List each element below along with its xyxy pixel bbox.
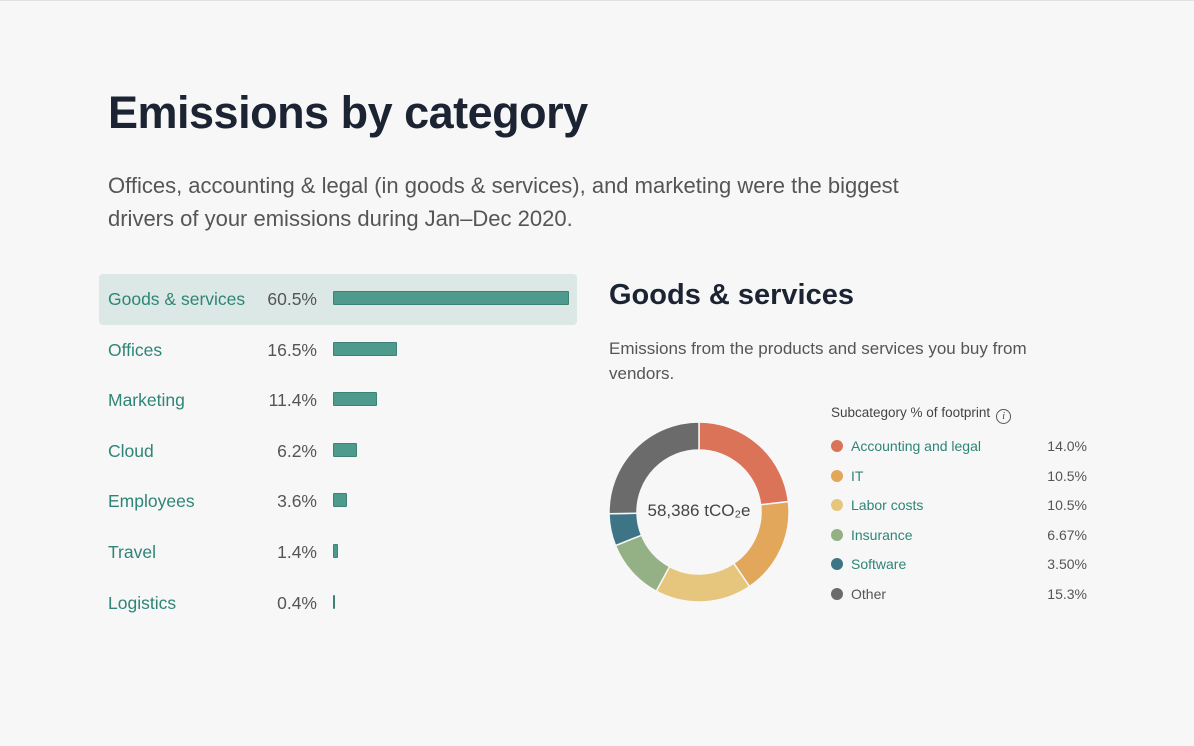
legend-value: 14.0% (1047, 438, 1087, 454)
category-bar (333, 493, 348, 508)
category-bar-list: Goods & services 60.5% Offices 16.5% Mar… (99, 274, 577, 628)
category-row[interactable]: Employees 3.6% (99, 476, 577, 527)
donut-slice-other[interactable] (608, 421, 700, 515)
category-bar (333, 392, 378, 407)
category-label: Marketing (108, 390, 185, 411)
page-subtitle: Offices, accounting & legal (in goods & … (108, 173, 899, 231)
legend-label[interactable]: Accounting and legal (851, 438, 981, 454)
legend-label[interactable]: Insurance (851, 526, 913, 543)
category-row[interactable]: Logistics 0.4% (99, 578, 577, 629)
legend-swatch (831, 587, 843, 600)
legend-swatch (831, 440, 843, 452)
legend: Accounting and legal 14.0% IT 10.5% Labo… (831, 433, 1087, 610)
category-percent: 16.5% (267, 339, 317, 360)
page-title: Emissions by category (108, 87, 588, 138)
category-label: Logistics (108, 592, 177, 613)
category-label: Cloud (108, 440, 154, 461)
category-row[interactable]: Travel 1.4% (99, 527, 577, 578)
legend-item: Other 15.3% (831, 581, 1087, 611)
legend-swatch (831, 469, 843, 482)
category-bar (333, 291, 569, 305)
category-label: Travel (108, 541, 156, 562)
category-percent: 1.4% (277, 541, 317, 562)
legend-label: Other (851, 585, 887, 602)
donut-slice-accounting-and-legal[interactable] (698, 421, 790, 506)
legend-heading: Subcategory % of footprint i (831, 405, 1012, 424)
category-bar (333, 594, 335, 609)
detail-description: Emissions from the products and services… (609, 339, 1027, 383)
detail-title: Goods & services (609, 279, 854, 311)
legend-heading-text: Subcategory % of footprint (831, 405, 991, 420)
category-percent: 6.2% (277, 440, 317, 461)
category-label: Offices (108, 339, 163, 360)
donut-slice-insurance[interactable] (614, 534, 671, 593)
legend-item: Insurance 6.67% (831, 522, 1087, 552)
category-percent: 0.4% (277, 592, 317, 613)
donut-slice-labor-costs[interactable] (655, 562, 751, 603)
legend-item: IT 10.5% (831, 463, 1087, 493)
legend-value: 3.50% (1047, 556, 1087, 572)
category-bar (333, 442, 358, 457)
category-label: Goods & services (108, 289, 246, 309)
category-percent: 60.5% (267, 289, 317, 309)
category-label: Employees (108, 491, 195, 512)
category-bar (333, 341, 398, 356)
legend-label[interactable]: IT (851, 467, 864, 484)
legend-value: 15.3% (1047, 585, 1087, 602)
donut-chart (608, 421, 790, 603)
legend-value: 6.67% (1047, 526, 1087, 543)
legend-value: 10.5% (1047, 467, 1087, 484)
category-percent: 3.6% (277, 491, 317, 512)
category-bar (333, 543, 339, 558)
category-row[interactable]: Cloud 6.2% (99, 426, 577, 477)
category-row[interactable]: Marketing 11.4% (99, 375, 577, 426)
category-row[interactable]: Goods & services 60.5% (99, 274, 577, 325)
legend-value: 10.5% (1047, 497, 1087, 513)
category-row[interactable]: Offices 16.5% (99, 325, 577, 376)
legend-item: Labor costs 10.5% (831, 492, 1087, 522)
legend-swatch (831, 528, 843, 541)
legend-label[interactable]: Labor costs (851, 497, 924, 513)
donut-center-total: 58,386 tCO₂e (647, 501, 751, 520)
legend-label[interactable]: Software (851, 556, 907, 572)
legend-item: Software 3.50% (831, 551, 1087, 581)
legend-swatch (831, 558, 843, 570)
category-percent: 11.4% (268, 390, 317, 411)
legend-item: Accounting and legal 14.0% (831, 433, 1087, 463)
legend-swatch (831, 499, 843, 511)
info-icon[interactable]: i (996, 409, 1012, 424)
